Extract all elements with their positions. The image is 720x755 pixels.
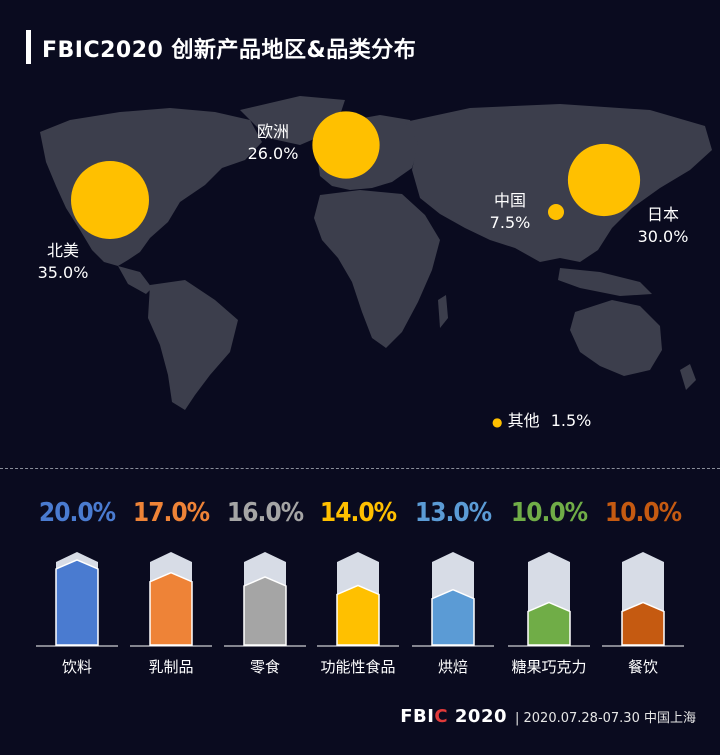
australia-landmass <box>570 300 662 376</box>
category-bar <box>243 576 287 646</box>
category-bar <box>55 559 99 646</box>
region-bubble <box>312 111 380 179</box>
region-pct: 1.5% <box>550 411 592 430</box>
title-accent-bar <box>26 30 31 64</box>
category-label: 餐饮 <box>627 658 658 676</box>
region-pct: 26.0% <box>247 144 299 163</box>
category-value-label: 20.0% <box>38 498 116 528</box>
region-bubble <box>567 143 641 217</box>
footer-info: | 2020.07.28-07.30 中国上海 <box>515 711 696 726</box>
africa-landmass <box>314 190 440 348</box>
category-bar <box>621 601 665 646</box>
region-bubble <box>71 161 149 239</box>
category-bar <box>149 571 193 646</box>
region-label-other: ● 其他 1.5% <box>492 410 612 433</box>
page-title: FBIC2020 创新产品地区&品类分布 <box>42 38 417 63</box>
brand-text-a: FBI <box>400 706 435 727</box>
region-name: 其他 <box>507 411 540 430</box>
world-map <box>40 96 712 410</box>
category-value-label: 10.0% <box>510 498 588 528</box>
footer-brand: FBIC 2020 <box>400 706 507 727</box>
category-bar <box>431 588 475 646</box>
madagascar-landmass <box>438 295 448 328</box>
region-name: 中国 <box>493 191 526 210</box>
region-label-north-america: 北美 35.0% <box>28 240 98 284</box>
section-divider <box>0 468 720 469</box>
category-label: 乳制品 <box>148 658 194 676</box>
footer: FBIC 2020 | 2020.07.28-07.30 中国上海 <box>400 706 696 727</box>
brand-text-b: C <box>434 706 449 727</box>
category-value-label: 16.0% <box>226 498 304 528</box>
category-chart <box>36 552 684 647</box>
brand-text-c: 2020 <box>448 706 507 727</box>
category-bar <box>527 601 571 646</box>
region-bubble <box>548 204 564 220</box>
region-pct: 7.5% <box>489 213 531 232</box>
south-america-landmass <box>148 280 238 410</box>
region-name: 欧洲 <box>256 122 289 141</box>
category-value-label: 13.0% <box>414 498 492 528</box>
category-value-label: 17.0% <box>132 498 210 528</box>
region-pct: 30.0% <box>637 227 689 246</box>
category-value-label: 10.0% <box>604 498 682 528</box>
southeast-asia-islands <box>558 268 652 296</box>
new-zealand-landmass <box>680 364 696 390</box>
region-name: 日本 <box>646 205 679 224</box>
category-label: 零食 <box>249 658 280 676</box>
region-label-china: 中国 7.5% <box>480 190 540 234</box>
asia-landmass <box>405 104 712 262</box>
region-label-japan: 日本 30.0% <box>628 204 698 248</box>
category-value-label: 14.0% <box>319 498 397 528</box>
category-label: 饮料 <box>61 658 92 676</box>
region-pct: 35.0% <box>37 263 89 282</box>
category-label: 糖果巧克力 <box>511 658 587 676</box>
central-america-landmass <box>118 266 152 294</box>
category-label: 功能性食品 <box>320 658 396 676</box>
category-bar <box>336 584 380 646</box>
category-label: 烘焙 <box>437 658 468 676</box>
region-name: 北美 <box>46 241 79 260</box>
region-label-europe: 欧洲 26.0% <box>238 121 308 165</box>
other-dot-icon: ● <box>492 415 503 429</box>
